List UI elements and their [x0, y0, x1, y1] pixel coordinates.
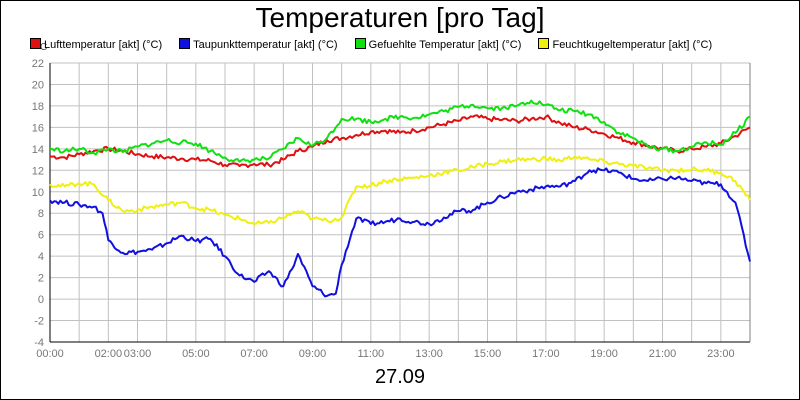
x-tick-label: 00:00 [36, 348, 64, 360]
legend-item: Taupunkttemperatur [akt] (°C) [179, 38, 338, 51]
y-tick-label: 12 [32, 165, 44, 177]
y-tick-label: 4 [38, 251, 44, 263]
legend-swatch [30, 38, 41, 49]
legend-label: Taupunkttemperatur [akt] (°C) [193, 39, 338, 51]
y-tick-label: 18 [32, 101, 44, 113]
x-tick-label: 11:00 [357, 348, 384, 360]
y-unit-label: °C [36, 42, 48, 53]
series-line [49, 155, 751, 225]
y-tick-label: 0 [38, 294, 44, 306]
x-tick-label: 23:00 [707, 348, 735, 360]
y-tick-label: 16 [32, 122, 44, 134]
y-tick-label: 14 [32, 144, 44, 156]
legend-swatch [538, 38, 550, 49]
series-line [49, 114, 751, 169]
x-tick-label: 02:00 [95, 348, 123, 360]
legend-swatch [354, 38, 366, 49]
y-tick-label: 6 [38, 230, 44, 242]
series-line [49, 99, 751, 164]
x-tick-label: 07:00 [240, 348, 268, 360]
legend-label: Lufttemperatur [akt] (°C) [44, 39, 163, 51]
x-tick-label: 17:00 [532, 348, 560, 360]
y-tick-label: 8 [38, 208, 44, 220]
x-tick-label: 13:00 [415, 348, 443, 360]
y-tick-label: -2 [34, 316, 44, 328]
legend-label: Gefuehlte Temperatur [akt] (°C) [368, 39, 522, 51]
x-tick-label: 21:00 [649, 348, 677, 360]
x-tick-label: 05:00 [182, 348, 210, 360]
legend: Lufttemperatur [akt] (°C) Taupunkttemper… [30, 38, 726, 52]
y-tick-label: 2 [38, 273, 44, 285]
x-tick-label: 09:00 [299, 348, 327, 360]
x-tick-label: 15:00 [474, 348, 502, 360]
legend-item: Gefuehlte Temperatur [akt] (°C) [354, 38, 522, 51]
y-tick-label: -4 [34, 337, 44, 349]
series-line [49, 167, 751, 298]
chart-title: Temperaturen [pro Tag] [255, 2, 545, 33]
legend-item: Lufttemperatur [akt] (°C) [30, 38, 162, 51]
y-tick-label: 22 [32, 58, 44, 70]
legend-item: Feuchtkugeltemperatur [akt] (°C) [538, 38, 712, 51]
x-tick-label: 03:00 [124, 348, 152, 360]
legend-swatch [179, 38, 191, 49]
date-label: 27.09 [374, 366, 426, 388]
legend-label: Feuchtkugeltemperatur [akt] (°C) [552, 39, 713, 51]
y-tick-label: 10 [32, 187, 44, 199]
x-tick-label: 19:00 [590, 348, 618, 360]
y-tick-label: 20 [32, 79, 44, 91]
